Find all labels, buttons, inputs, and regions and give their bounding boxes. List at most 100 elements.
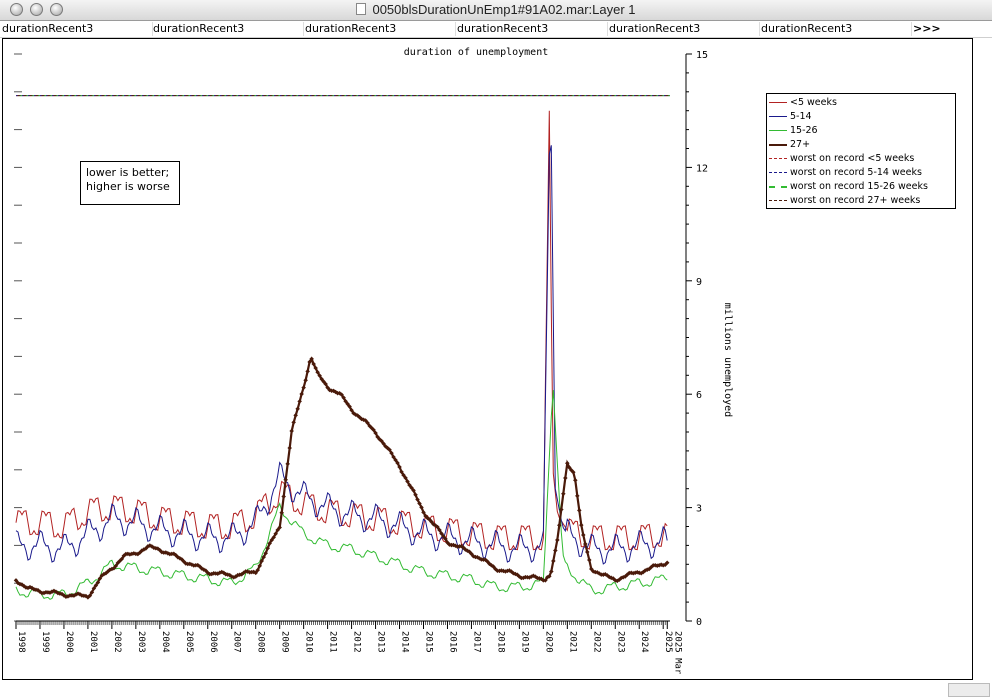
series-marker xyxy=(317,373,322,378)
series-marker xyxy=(253,570,258,576)
series-marker xyxy=(265,545,270,551)
x-tick-label: 2014 xyxy=(400,631,410,653)
series-marker xyxy=(559,507,564,512)
series-marker xyxy=(343,398,348,404)
series-marker xyxy=(397,464,402,470)
series-marker xyxy=(571,469,576,475)
series-marker xyxy=(553,548,558,553)
more-tabs-button[interactable]: >>> xyxy=(913,22,941,35)
x-tick-label: 1999 xyxy=(40,631,50,653)
x-tick-label: 2008 xyxy=(256,631,266,653)
series-marker xyxy=(279,510,284,516)
series-marker xyxy=(407,482,412,488)
layer-tab[interactable]: durationRecent3 xyxy=(2,22,153,36)
x-tick-label: 2001 xyxy=(88,631,98,653)
window-titlebar: 0050blsDurationUnEmp1#91A02.mar:Layer 1 xyxy=(0,0,992,21)
series-marker xyxy=(261,554,266,560)
series-marker xyxy=(271,535,276,540)
x-tick-label: 2017 xyxy=(471,631,481,653)
x-tick-label: 2024 xyxy=(639,631,649,653)
series-marker xyxy=(287,445,292,451)
window-title-area: 0050blsDurationUnEmp1#91A02.mar:Layer 1 xyxy=(0,2,992,17)
series-marker xyxy=(257,563,262,569)
series-marker xyxy=(273,531,278,536)
layer-tab[interactable]: durationRecent3 xyxy=(761,22,912,36)
resize-handle[interactable] xyxy=(948,683,990,697)
y-tick-label: 12 xyxy=(696,163,708,174)
series-marker xyxy=(587,557,592,563)
layer-tab[interactable]: durationRecent3 xyxy=(153,22,304,36)
series-line xyxy=(15,390,668,600)
y-axis-label: millions unemployed xyxy=(722,303,733,417)
zoom-window-button[interactable] xyxy=(50,3,63,16)
series-marker xyxy=(565,460,570,466)
layer-tab[interactable]: durationRecent3 xyxy=(305,22,456,36)
series-marker xyxy=(293,413,298,418)
series-marker xyxy=(443,536,448,542)
series-marker xyxy=(555,537,560,543)
series-marker xyxy=(275,527,280,533)
series-marker xyxy=(401,472,406,478)
series-marker xyxy=(415,497,420,502)
layer-tab[interactable]: durationRecent3 xyxy=(609,22,760,36)
layer-tab[interactable]: durationRecent3 xyxy=(457,22,608,36)
x-tick-label: 2013 xyxy=(376,631,386,653)
series-marker xyxy=(575,493,580,499)
series-marker xyxy=(305,369,310,374)
layer-tab-strip: durationRecent3 durationRecent3 duration… xyxy=(0,21,992,38)
x-tick-label: 2004 xyxy=(160,631,170,653)
series-marker xyxy=(281,494,286,499)
x-tick-label: 2022 xyxy=(591,631,601,653)
legend-swatch xyxy=(769,158,787,159)
series-marker xyxy=(315,369,320,375)
series-marker xyxy=(395,460,400,466)
series-marker xyxy=(405,479,410,484)
series-marker xyxy=(373,430,378,436)
x-tick-label: 2012 xyxy=(352,631,362,653)
series-marker xyxy=(381,441,386,446)
x-tick-label: 2009 xyxy=(280,631,290,653)
legend-swatch xyxy=(769,116,787,117)
minimize-window-button[interactable] xyxy=(30,3,43,16)
series-marker xyxy=(579,522,584,528)
series-marker xyxy=(439,531,444,536)
close-window-button[interactable] xyxy=(10,3,23,16)
annotation-box: lower is better; higher is worse xyxy=(80,161,180,205)
series-marker xyxy=(585,549,590,555)
series-marker xyxy=(563,475,568,481)
series-marker xyxy=(291,420,296,425)
x-tick-label: 2002 xyxy=(112,631,122,653)
series-marker xyxy=(255,567,260,573)
window-title: 0050blsDurationUnEmp1#91A02.mar:Layer 1 xyxy=(372,2,636,17)
series-marker xyxy=(419,505,424,510)
y-tick-label: 3 xyxy=(696,504,702,515)
legend-label: 5-14 xyxy=(790,111,812,122)
series-marker xyxy=(303,378,308,383)
series-marker xyxy=(345,401,350,407)
series-marker xyxy=(441,533,446,539)
series-marker xyxy=(393,457,398,463)
legend-swatch xyxy=(769,144,787,146)
series-marker xyxy=(289,428,294,434)
x-tick-label: 2019 xyxy=(519,631,529,653)
series-marker xyxy=(413,492,418,497)
series-marker xyxy=(573,477,578,483)
legend-label: worst on record 15-26 weeks xyxy=(790,181,928,192)
legend-label: <5 weeks xyxy=(790,97,837,108)
series-marker xyxy=(295,406,300,412)
series-marker xyxy=(583,541,588,547)
y-tick-label: 0 xyxy=(696,617,702,628)
y-tick-label: 15 xyxy=(696,50,708,61)
x-tick-label: 2016 xyxy=(447,631,457,653)
series-marker xyxy=(309,356,314,362)
chart-title: duration of unemployment xyxy=(404,47,549,58)
series-marker xyxy=(267,541,272,546)
series-marker xyxy=(301,385,306,390)
series-marker xyxy=(365,420,370,426)
x-tick-label: 2005 xyxy=(184,631,194,653)
y-tick-label: 9 xyxy=(696,277,702,288)
annotation-line-2: higher is worse xyxy=(86,180,170,193)
legend-label: worst on record 5-14 weeks xyxy=(790,167,922,178)
series-marker xyxy=(285,461,290,467)
